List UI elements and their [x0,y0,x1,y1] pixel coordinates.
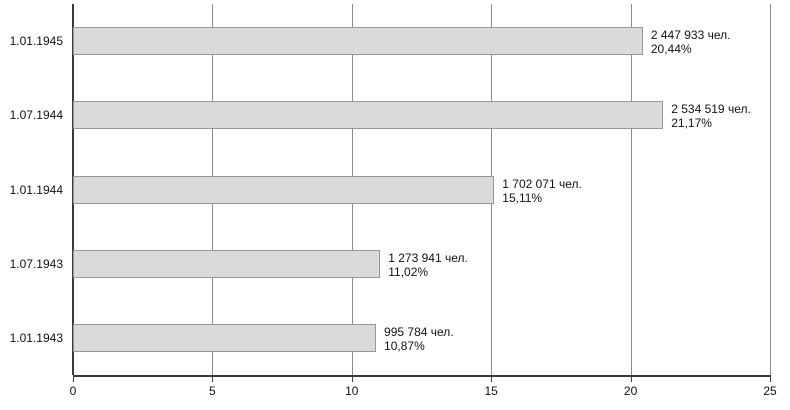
vertical-gridline [630,4,632,375]
bar-percent-text: 20,44% [650,42,692,57]
x-axis-line [73,375,771,377]
bar [73,27,643,56]
category-label: 1.01.1945 [9,34,63,49]
vertical-gridline [770,4,771,375]
x-tick-label: 25 [763,384,777,398]
bar-percent-text: 15,11% [502,190,543,205]
bar [73,175,495,204]
category-label: 1.07.1943 [9,256,63,271]
bar [73,323,377,352]
bar [73,249,381,278]
bar-value-label: 995 784 чел. 10,87% [384,325,454,353]
x-axis-tick [212,377,214,382]
x-axis-tick [770,377,771,382]
x-tick-label: 0 [69,384,77,398]
bar-value-text: 995 784 чел. [384,324,454,339]
x-axis-tick [73,377,74,382]
bar-value-label: 2 534 519 чел. 21,17% [671,102,751,130]
x-tick-label: 15 [484,384,498,398]
x-tick-label: 5 [209,384,216,398]
bar-value-label: 2 447 933 чел. 20,44% [651,28,731,56]
bar-value-text: 2 534 519 чел. [671,102,751,117]
bar-value-text: 1 273 941 чел. [388,250,468,265]
x-tick-label: 20 [623,384,638,398]
bar-value-label: 1 702 071 чел. 15,11% [502,177,582,205]
bar [73,101,664,130]
bar-value-label: 1 273 941 чел. 11,02% [388,251,468,279]
bar-percent-text: 11,02% [388,264,429,279]
x-axis-tick [630,377,632,382]
bar-value-text: 1 702 071 чел. [502,176,582,191]
bar-value-text: 2 447 933 чел. [650,28,731,43]
category-label: 1.01.1944 [9,182,63,197]
x-axis-tick [351,377,353,382]
category-label: 1.07.1944 [9,108,63,123]
bar-percent-text: 10,87% [384,338,425,353]
bar-percent-text: 21,17% [671,116,712,131]
category-label: 1.01.1943 [9,330,63,345]
x-axis-tick [491,377,493,382]
x-tick-label: 10 [345,384,359,398]
